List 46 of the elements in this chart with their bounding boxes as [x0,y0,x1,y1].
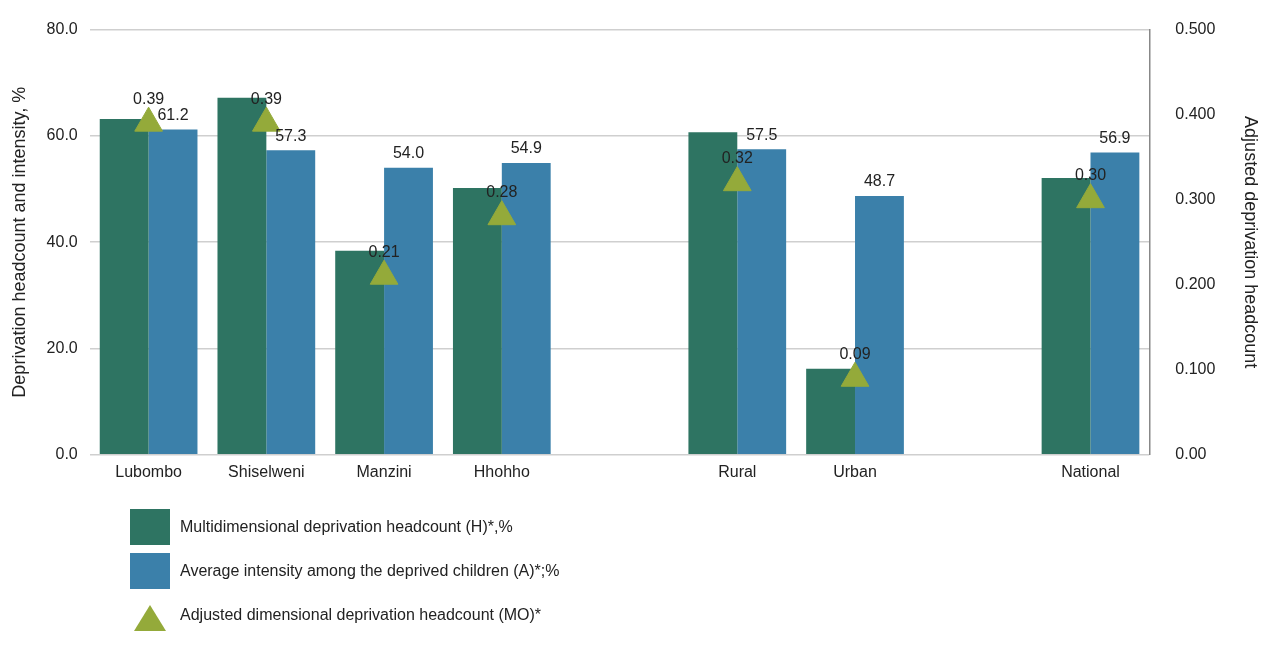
bar [806,368,856,455]
data-label: 0.39 [250,89,283,107]
bar [99,118,149,455]
y2-tick-label: 0.500 [1175,20,1216,38]
y2-tick-label: 0.00 [1175,445,1207,463]
x-tick-label: Shiselweni [228,462,305,480]
x-tick-label: Manzini [356,462,412,480]
y-tick-label: 60.0 [46,126,78,144]
data-label: 0.21 [368,242,400,260]
y-tick-label: 80.0 [46,20,78,38]
y-axis-title: Deprivation headcount and intensity, % [8,86,29,398]
point [487,200,517,226]
y-tick-label: 20.0 [46,338,78,356]
y2-axis-title: Adjusted deprivation headcount [1241,116,1262,369]
y2-tick-label: 0.300 [1175,190,1216,208]
data-label: 48.7 [863,172,896,190]
data-label: 54.9 [510,139,542,157]
y2-tick-label: 0.200 [1175,275,1216,293]
point [1076,183,1105,209]
data-label: 0.28 [486,183,518,201]
legend-label: Adjusted dimensional deprivation headcount (MO)* [180,606,542,624]
x-tick-label: Lubombo [115,462,183,480]
data-label: 0.30 [1074,166,1107,184]
bar [148,129,198,455]
data-label: 56.9 [1099,128,1131,146]
y2-tick-label: 0.400 [1175,105,1216,123]
bar [266,150,316,455]
x-tick-label: Urban [833,462,877,480]
x-tick-label: Rural [718,462,757,480]
legend-label: Average intensity among the deprived children (A)*;% [180,562,560,580]
data-label: 57.3 [275,126,307,144]
x-tick-label: National [1061,462,1120,480]
data-label: 61.2 [157,105,189,123]
data-label: 57.5 [746,125,778,143]
y-tick-label: 0.0 [55,445,78,463]
data-label: 0.39 [133,89,165,107]
data-label: 54.0 [392,144,425,162]
point [369,259,399,285]
data-label: 0.09 [839,344,871,362]
legend-label: Multidimensional deprivation headcount (H)*,% [180,518,513,536]
point [722,166,752,192]
x-tick-label: Hhohho [473,462,530,480]
point [840,361,870,387]
y2-tick-label: 0.100 [1175,360,1216,378]
y-tick-label: 40.0 [46,232,78,250]
data-label: 0.32 [721,149,753,167]
